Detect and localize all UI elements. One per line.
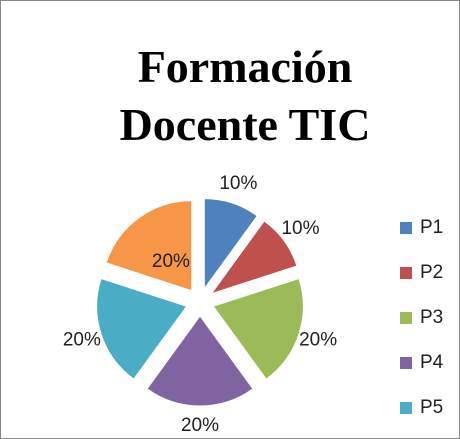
legend-swatch	[400, 267, 412, 279]
legend-label: P5	[420, 397, 443, 418]
legend-swatch	[400, 402, 412, 414]
pie-slice	[105, 200, 193, 292]
data-label: 20%	[299, 329, 337, 350]
data-label: 20%	[181, 415, 219, 436]
pie-slice	[96, 277, 188, 380]
legend-swatch	[400, 222, 412, 234]
data-label: 10%	[281, 218, 319, 239]
pie-slice	[146, 315, 254, 407]
data-label: 20%	[63, 329, 101, 350]
legend-swatch	[400, 357, 412, 369]
chart-title: Formación Docente TIC	[119, 41, 371, 150]
data-label: 20%	[152, 251, 190, 272]
pie-slice	[210, 220, 298, 295]
legend-label: P1	[420, 217, 443, 238]
legend-label: P2	[420, 262, 443, 283]
legend-label: P3	[420, 307, 443, 328]
legend-swatch	[400, 312, 412, 324]
pie-slice	[212, 277, 304, 380]
pie-slice	[203, 198, 258, 291]
data-label: 10%	[219, 173, 257, 194]
legend-label: P4	[420, 352, 444, 373]
